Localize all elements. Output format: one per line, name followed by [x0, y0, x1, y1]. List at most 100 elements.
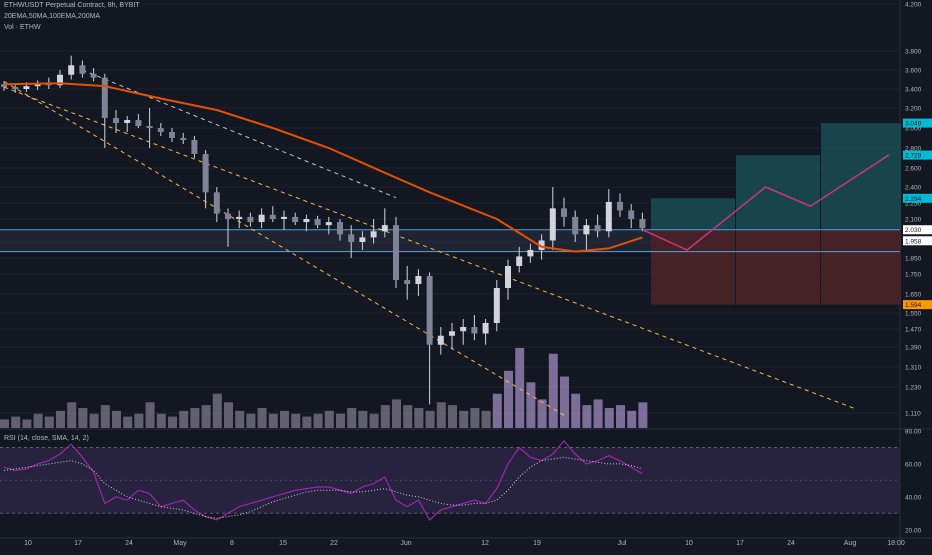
time-tick-label: 12 — [481, 540, 489, 547]
volume-bar — [67, 402, 77, 428]
volume-bar — [459, 410, 469, 428]
stop-zone — [736, 229, 820, 305]
volume-bar — [313, 413, 323, 428]
volume-bar — [291, 413, 301, 428]
volume-bar — [515, 348, 525, 428]
candle-body — [572, 216, 579, 235]
candle-body — [135, 120, 142, 126]
volume-bar — [336, 413, 345, 428]
volume-bar — [100, 405, 110, 428]
time-tick-label: 10 — [685, 540, 693, 547]
symbol-title: ETHWUSDT Perpetual Contract, 8h, BYBIT — [4, 2, 140, 9]
time-tick-label: 19 — [533, 540, 541, 547]
price-badge — [903, 225, 932, 235]
volume-bar — [302, 416, 312, 428]
price-tick-label: 1.230 — [905, 385, 922, 392]
volume-bar — [369, 413, 379, 428]
time-tick-label: Jul — [618, 540, 627, 547]
candle-body — [370, 231, 377, 238]
price-badge-label: 3.049 — [905, 121, 922, 128]
candle-body — [191, 140, 198, 154]
volume-bar — [560, 376, 569, 428]
volume-bar — [179, 410, 189, 428]
volume-bar — [0, 419, 9, 428]
volume-bar — [212, 393, 222, 428]
stop-zone — [821, 229, 901, 305]
volume-bar — [268, 413, 278, 428]
price-badge-label: 1.958 — [905, 238, 922, 245]
volume-bar — [470, 408, 480, 428]
price-badge-label: 1.594 — [905, 302, 922, 309]
volume-bar — [235, 410, 245, 428]
candle-body — [505, 266, 511, 288]
candle-body — [1, 84, 7, 88]
time-tick-label: 15 — [279, 540, 287, 547]
indicator-legend: 20EMA,50MA,100EMA,200MA — [4, 13, 101, 20]
price-tick-label: 3.400 — [905, 87, 922, 94]
candle-body — [337, 222, 343, 235]
candle-body — [325, 222, 332, 226]
volume-bar — [190, 408, 200, 428]
price-tick-label: 2.600 — [905, 166, 922, 173]
volume-bar — [380, 405, 390, 428]
candle-body — [236, 216, 243, 219]
price-tick-label: 1.110 — [905, 411, 921, 418]
candle-body — [415, 276, 422, 284]
price-tick-label: 4.200 — [905, 2, 922, 9]
candle-body — [213, 192, 220, 214]
volume-bar — [582, 405, 592, 428]
volume-bar — [414, 408, 424, 428]
volume-bar — [145, 402, 155, 428]
rsi-title: RSI (14, close, SMA, 14, 2) — [4, 435, 89, 442]
volume-bar — [246, 413, 256, 428]
volume-bar — [22, 419, 32, 428]
price-tick-label: 3.800 — [905, 49, 922, 56]
candle-body — [493, 288, 500, 323]
candle-body — [101, 77, 108, 118]
volume-bar — [627, 410, 637, 428]
candle-body — [393, 225, 399, 280]
candle-body — [359, 237, 366, 242]
rsi-tick-label: 40.00 — [905, 494, 922, 501]
volume-bar — [324, 410, 334, 428]
price-badge — [903, 236, 932, 246]
price-tick-label: 1.750 — [905, 272, 922, 279]
volume-bar — [571, 393, 581, 428]
candle-body — [281, 216, 287, 219]
price-tick-label: 1.550 — [905, 311, 922, 318]
candle-body — [639, 219, 646, 229]
candle-body — [23, 86, 30, 89]
time-tick-label: Jun — [400, 540, 411, 547]
price-tick-label: 2.250 — [905, 201, 922, 208]
volume-bar — [504, 370, 513, 428]
time-tick-label: 24 — [787, 540, 795, 547]
candle-body — [45, 84, 52, 86]
candle-body — [426, 276, 433, 345]
volume-bar — [168, 416, 177, 428]
candle-body — [157, 128, 164, 132]
candle-body — [169, 132, 175, 138]
volume-bar — [134, 413, 144, 428]
price-tick-label: 3.600 — [905, 68, 922, 75]
volume-bar — [33, 413, 43, 428]
candle-body — [437, 335, 444, 345]
projection-path — [642, 154, 890, 251]
candle-body — [549, 208, 556, 241]
trendline — [82, 69, 397, 199]
volume-bar — [593, 399, 603, 428]
candle-body — [225, 213, 231, 219]
candle-body — [471, 327, 478, 334]
candle-body — [90, 73, 97, 78]
price-tick-label: 1.310 — [905, 365, 922, 372]
candle-body — [146, 126, 153, 128]
candle-body — [202, 154, 209, 193]
candle-body — [303, 219, 310, 223]
volume-bar — [448, 405, 457, 428]
range-band — [0, 229, 651, 252]
candle-body — [605, 201, 612, 232]
volume-bar — [123, 416, 133, 428]
price-badge — [903, 193, 932, 203]
price-tick-label: 3.000 — [905, 126, 922, 133]
